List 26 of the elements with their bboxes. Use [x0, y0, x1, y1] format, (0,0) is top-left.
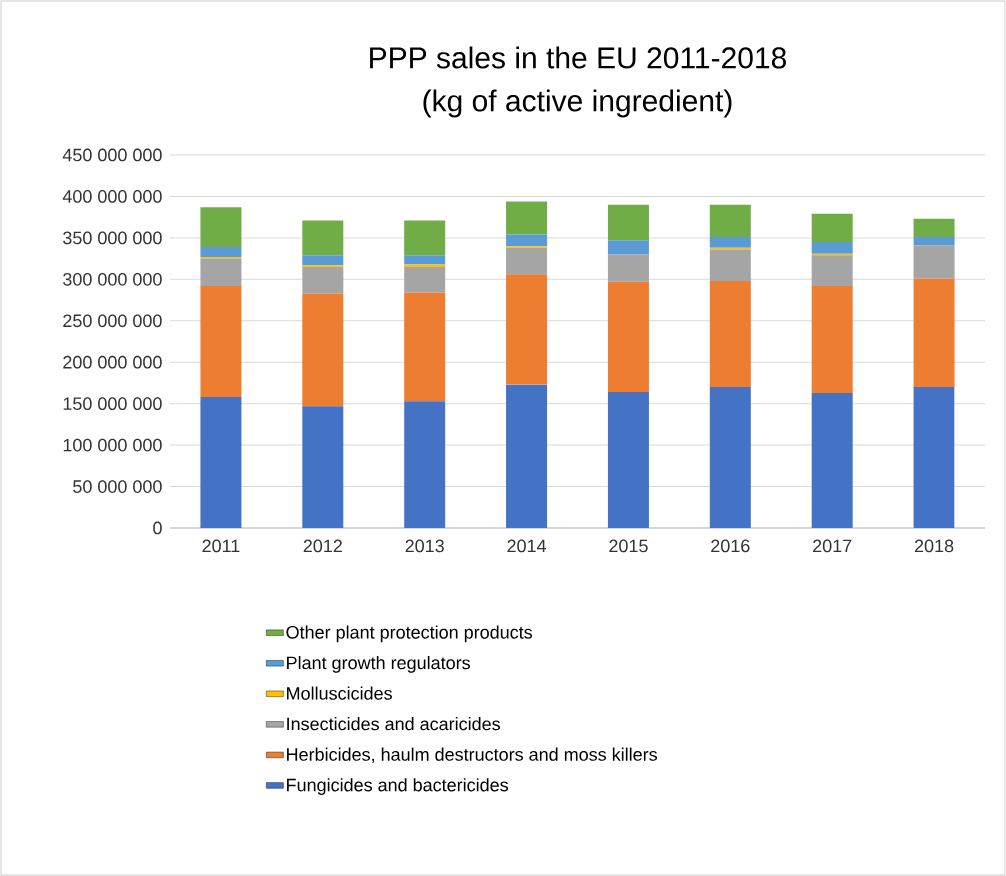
- legend-label: Insecticides and acaricides: [287, 717, 501, 731]
- x-tick-label: 2014: [507, 539, 547, 553]
- x-tick-label: 2011: [202, 539, 240, 553]
- x-tick-label: 2017: [813, 539, 852, 553]
- chart-subtitle: (kg of active ingredient): [423, 89, 732, 118]
- chart-title: PPP sales in the EU 2011-2018: [370, 46, 786, 69]
- legend-label: Other plant protection products: [286, 625, 533, 643]
- legend-label: Molluscicides: [287, 686, 392, 700]
- x-tick-label: 2015: [609, 539, 648, 553]
- y-tick-label: 450 000 000: [62, 148, 162, 162]
- y-tick-label: 350 000 000: [63, 231, 162, 245]
- y-tick-label: 250 000 000: [63, 314, 162, 328]
- x-tick-label: 2012: [303, 539, 342, 553]
- x-tick-label: 2016: [711, 539, 750, 553]
- x-tick-label: 2018: [914, 539, 954, 553]
- x-tick-label: 2013: [405, 539, 444, 553]
- y-tick-label: 400 000 000: [62, 190, 162, 203]
- y-tick-label: 50 000 000: [73, 480, 162, 493]
- y-tick-label: 150 000 000: [63, 397, 162, 411]
- y-tick-label: 300 000 000: [63, 272, 162, 286]
- legend-label: Fungicides and bactericides: [287, 778, 509, 795]
- y-tick-label: 0: [153, 521, 162, 535]
- y-tick-label: 200 000 000: [63, 355, 162, 369]
- y-tick-label: 100 000 000: [63, 438, 162, 452]
- legend-label: Plant growth regulators: [287, 655, 470, 673]
- legend-label: Herbicides, haulm destructors and moss killers: [287, 747, 658, 763]
